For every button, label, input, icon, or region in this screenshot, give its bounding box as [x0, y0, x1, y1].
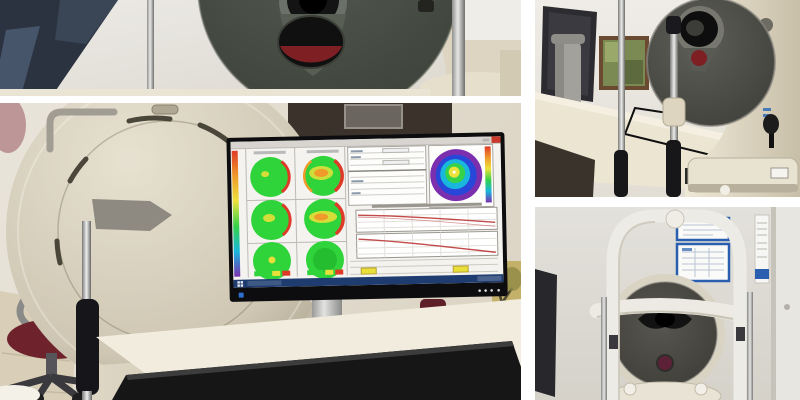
monitor-chin: [238, 288, 500, 298]
chinrest-rods: [614, 0, 686, 197]
arch-clamp-left: [609, 335, 618, 349]
workstation-art: [0, 103, 521, 400]
lower-aperture: [657, 355, 673, 371]
front-view-art: [535, 207, 800, 400]
topography-map-column-1: [250, 150, 292, 281]
summary-table: [349, 257, 499, 275]
topography-map-column-2: [302, 149, 345, 279]
start-icon: [237, 281, 244, 287]
keyboard-top-edge: [126, 341, 514, 380]
chair-base: [7, 373, 103, 400]
headrest-arch: [606, 209, 747, 400]
left-color-scale: [231, 150, 241, 277]
support-pole-left: [147, 0, 154, 96]
rod-knob: [418, 0, 434, 12]
photo-disc-closeup: [0, 0, 521, 96]
arch-clamp-right: [736, 327, 745, 341]
floor-shadow: [535, 140, 595, 197]
table-edge: [0, 89, 430, 96]
color-scale-bar: [484, 146, 492, 203]
lower-aperture: [691, 50, 707, 66]
keyboard: [112, 341, 521, 400]
chin-cup-knobs: [623, 382, 708, 396]
joystick: [763, 114, 779, 148]
bezel-indicator-icons: [478, 288, 500, 292]
windows-taskbar: [233, 274, 504, 288]
fixation-lamp: [665, 209, 685, 229]
topographer-side: [646, 0, 800, 197]
wall-pink-spot: [0, 103, 26, 153]
headrest-rod: [452, 0, 465, 96]
keyhole-aperture: [638, 311, 692, 329]
door-handle: [784, 304, 790, 310]
background-monitor-edge: [535, 269, 557, 397]
status-bars: [254, 270, 291, 277]
side-view-art: [535, 0, 800, 197]
close-button: [491, 136, 501, 144]
system-tray: [477, 275, 502, 282]
rod-knob: [666, 16, 681, 34]
grid-separators: [230, 142, 501, 278]
carry-handle: [151, 104, 179, 115]
base-knob: [720, 185, 730, 195]
pole-grip: [76, 299, 99, 395]
placido-disc: [197, 0, 459, 96]
app-titlebar: [230, 136, 501, 149]
chinrest-rods: [601, 292, 753, 400]
chinrest-knob: [0, 385, 40, 400]
photo-side-view: [535, 0, 800, 197]
keratometry-charts: [355, 202, 499, 259]
monitor: [226, 132, 508, 302]
rod-clamp: [662, 97, 686, 127]
brand-logo: [238, 292, 244, 298]
trolley-handle: [46, 108, 118, 153]
topography-software: [230, 136, 504, 288]
dark-doorway: [288, 103, 452, 141]
axial-curvature-map: [428, 143, 495, 209]
wall-notice-strip: [754, 214, 770, 284]
photo-workstation: [0, 103, 521, 400]
lower-aperture-housing: [277, 14, 346, 76]
taskbar-search: [247, 280, 282, 287]
navy-cabinet: [0, 0, 118, 96]
device-cream-body: [415, 0, 521, 96]
headrest-pole: [76, 199, 172, 400]
disc-closeup-art: [0, 0, 521, 96]
patient-data-form: [347, 145, 428, 206]
device-base: [685, 157, 799, 195]
serial-label: [770, 167, 789, 179]
status-bars: [307, 269, 344, 276]
door: [771, 207, 800, 400]
chair-column: [46, 353, 57, 379]
photo-front-view: [535, 207, 800, 400]
minimize-button: [482, 138, 490, 142]
pole-bracket: [92, 199, 172, 231]
